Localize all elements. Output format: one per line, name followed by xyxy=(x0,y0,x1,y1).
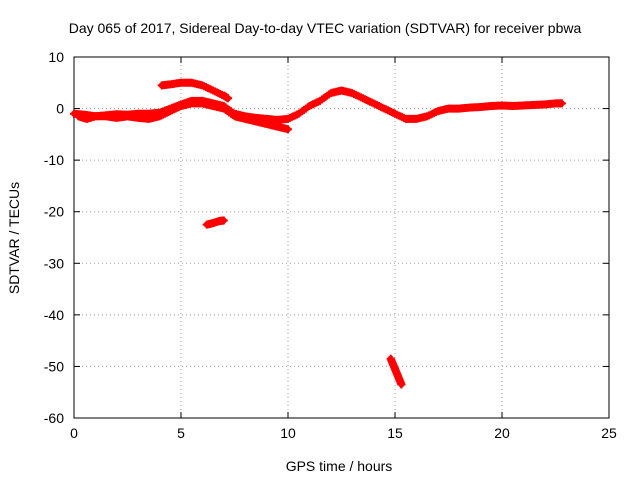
series-upper-arc xyxy=(157,78,233,103)
y-tick-label: -60 xyxy=(44,410,64,426)
x-tick-label: 20 xyxy=(494,425,510,441)
y-tick-label: 0 xyxy=(56,101,64,117)
chart-title: Day 065 of 2017, Sidereal Day-to-day VTE… xyxy=(69,20,582,36)
data-point xyxy=(224,94,233,103)
plot-frame xyxy=(73,56,610,419)
data-point xyxy=(557,99,566,108)
y-tick-label: 10 xyxy=(48,49,64,65)
data-point xyxy=(397,380,406,389)
y-axis-label: SDTVAR / TECUs xyxy=(6,182,22,294)
y-tick-label: -40 xyxy=(44,307,64,323)
y-tick-label: -20 xyxy=(44,204,64,220)
x-axis-label: GPS time / hours xyxy=(286,458,393,474)
series-drop-segment xyxy=(386,354,406,389)
y-tick-label: -30 xyxy=(44,255,64,271)
series-isolated-segment xyxy=(202,216,228,229)
data-points xyxy=(70,78,566,389)
y-tick-label: -50 xyxy=(44,358,64,374)
x-tick-label: 5 xyxy=(177,425,185,441)
x-tick-label: 0 xyxy=(70,425,78,441)
axis-ticks: 0 5 10 15 20 25 -60 -50 -40 -30 -20 -10 0 10 xyxy=(44,49,617,441)
data-point xyxy=(219,216,228,225)
x-tick-label: 10 xyxy=(280,425,296,441)
data-point xyxy=(284,125,292,134)
y-tick-label: -10 xyxy=(44,152,64,168)
x-tick-label: 15 xyxy=(387,425,403,441)
series-lower-branch xyxy=(74,99,292,134)
x-tick-label: 25 xyxy=(601,425,617,441)
